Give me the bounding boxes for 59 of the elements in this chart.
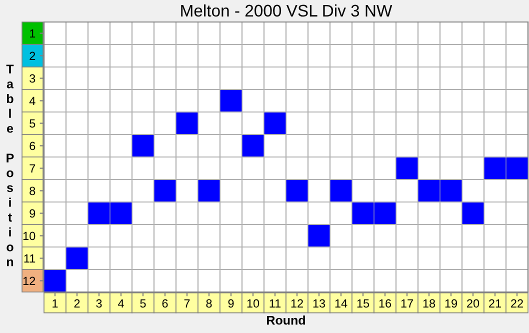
y-tick-label: 11 bbox=[24, 254, 36, 263]
y-tick-label: 2 bbox=[30, 52, 36, 60]
x-tick-label: 8 bbox=[206, 299, 212, 308]
point bbox=[66, 248, 88, 269]
y-tick-label: 9 bbox=[30, 209, 36, 218]
chart-title: Melton - 2000 VSL Div 3 NW bbox=[181, 4, 392, 17]
y-tick-label: 4 bbox=[29, 96, 36, 106]
point bbox=[462, 202, 484, 224]
x-tick-label: 6 bbox=[162, 299, 168, 308]
point bbox=[440, 180, 462, 202]
x-tick-label: 20 bbox=[467, 299, 480, 308]
x-tick-label: 18 bbox=[423, 299, 436, 308]
point bbox=[44, 270, 66, 292]
y-tick-label: 12 bbox=[23, 276, 36, 286]
y-tick-label: 7 bbox=[30, 164, 36, 173]
x-tick-label: 13 bbox=[313, 299, 326, 308]
point bbox=[154, 180, 176, 202]
x-tick-label: 2 bbox=[74, 299, 80, 308]
point bbox=[176, 112, 198, 134]
x-tick-label: 19 bbox=[445, 299, 458, 308]
y-tick-label: 1 bbox=[30, 29, 36, 38]
x-tick-label: 22 bbox=[511, 299, 523, 308]
point bbox=[264, 112, 286, 134]
point bbox=[418, 180, 440, 202]
point bbox=[198, 180, 220, 202]
point bbox=[374, 202, 396, 224]
point bbox=[330, 180, 352, 202]
x-tick-label: 12 bbox=[291, 299, 303, 308]
x-tick-label: 11 bbox=[270, 299, 281, 308]
point bbox=[506, 158, 528, 179]
point bbox=[396, 158, 418, 179]
x-tick-label: 1 bbox=[52, 299, 58, 308]
point bbox=[352, 202, 374, 224]
x-tick-label: 15 bbox=[357, 299, 370, 308]
y-tick-label: 3 bbox=[30, 74, 36, 83]
x-tick-label: 4 bbox=[118, 299, 124, 308]
x-tick-label: 14 bbox=[335, 299, 348, 308]
y-tick-label: 10 bbox=[23, 232, 36, 240]
point bbox=[308, 225, 330, 246]
point bbox=[88, 202, 110, 224]
point bbox=[220, 90, 242, 112]
x-tick-label: 9 bbox=[228, 299, 234, 308]
x-tick-label: 3 bbox=[96, 299, 102, 308]
x-axis-title: Round bbox=[267, 316, 305, 325]
x-tick-label: 5 bbox=[140, 299, 146, 308]
x-tick-label: 7 bbox=[184, 299, 190, 308]
point bbox=[110, 202, 132, 224]
x-tick-label: 17 bbox=[401, 299, 413, 308]
point bbox=[286, 180, 308, 202]
x-tick-label: 16 bbox=[379, 299, 392, 308]
y-tick-label: 8 bbox=[30, 186, 36, 196]
text: Table Position bbox=[6, 64, 14, 266]
y-tick-label: 6 bbox=[30, 142, 36, 150]
point bbox=[484, 158, 506, 179]
x-tick-label: 21 bbox=[489, 299, 501, 308]
point bbox=[132, 135, 154, 156]
x-tick-label: 10 bbox=[247, 299, 260, 308]
y-tick-label: 5 bbox=[30, 119, 36, 128]
point bbox=[242, 135, 264, 156]
